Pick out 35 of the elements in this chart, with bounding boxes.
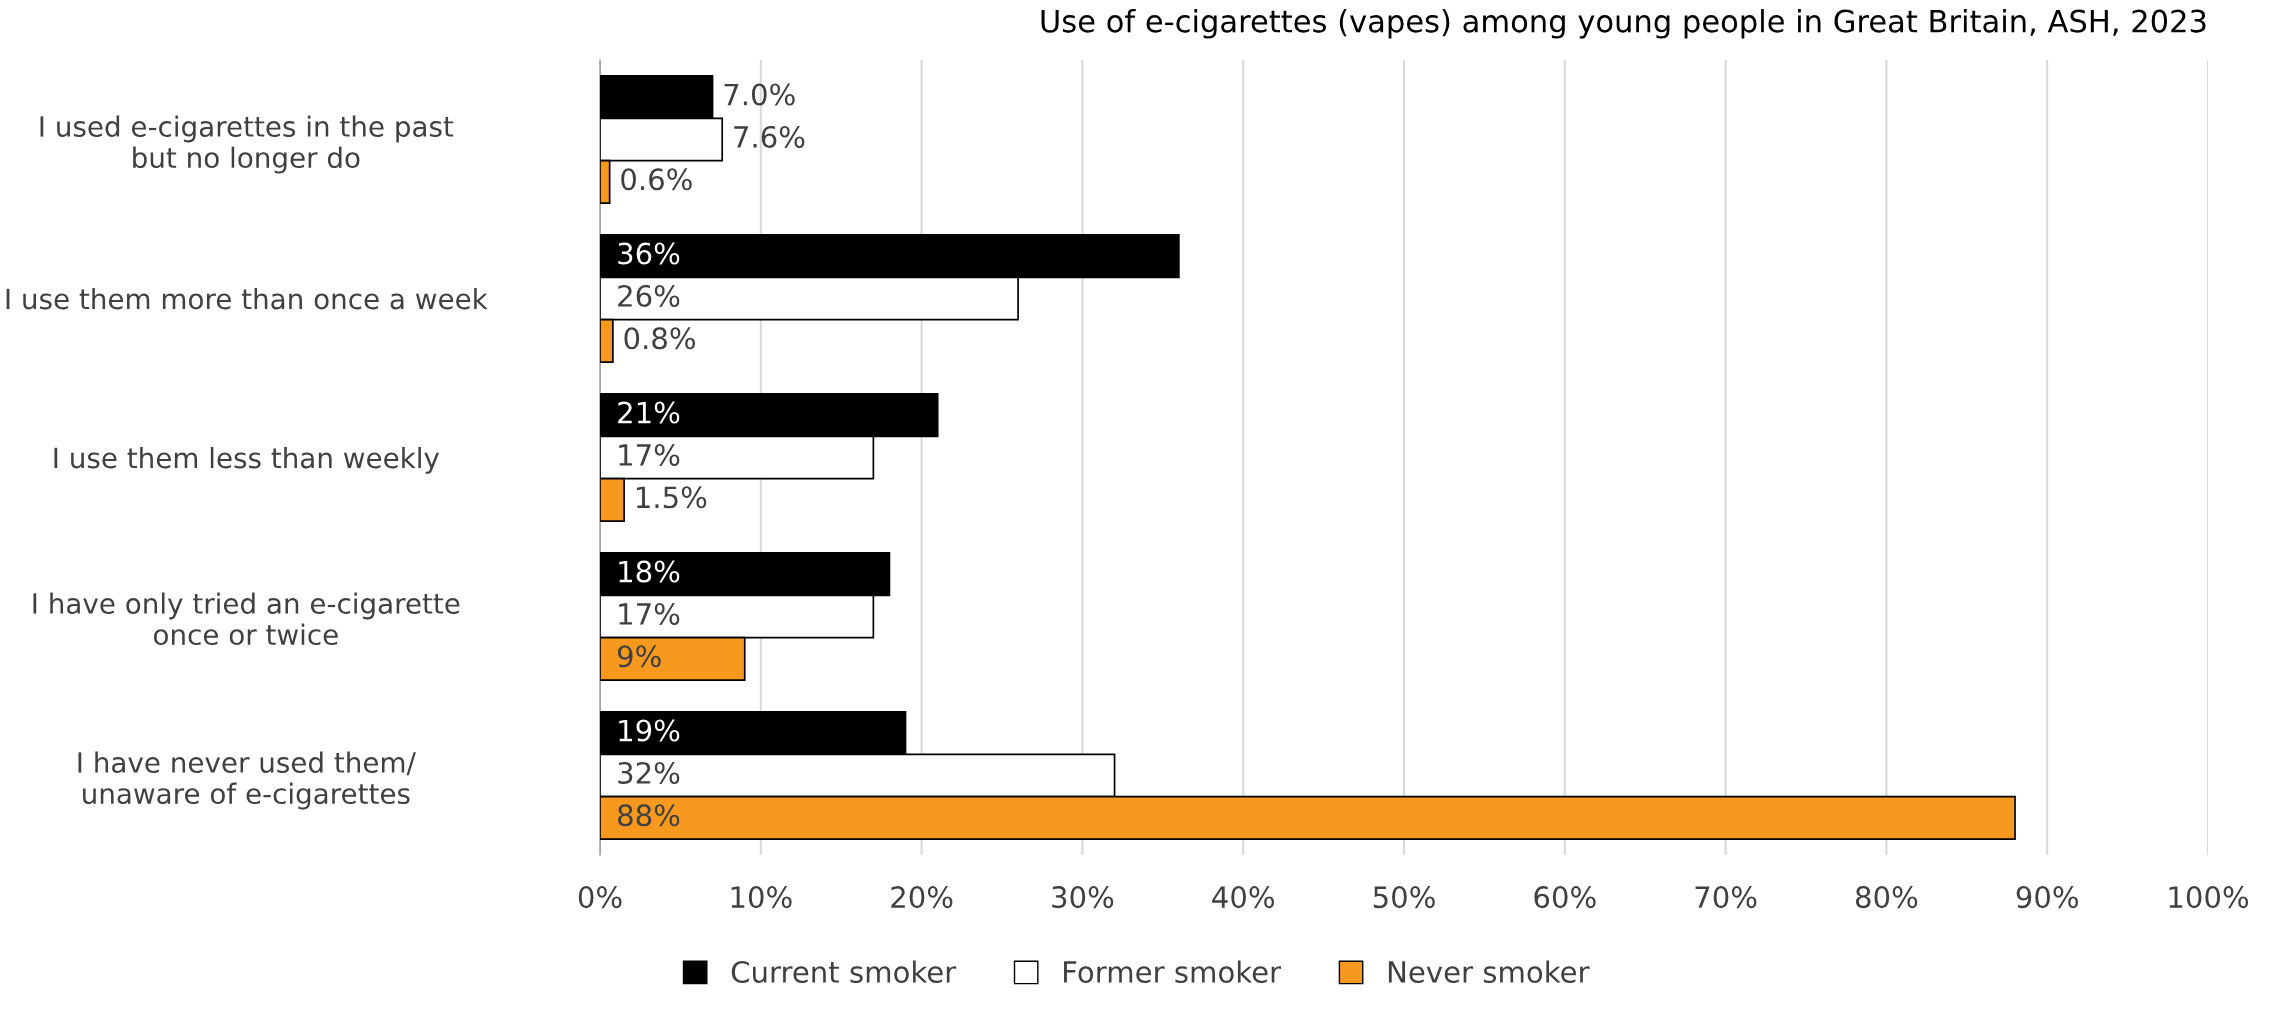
data-label: 26% <box>618 284 680 307</box>
x-tick-label: 40% <box>1212 886 1274 909</box>
x-tick-label: 100% <box>2169 886 2249 909</box>
x-tick-label: 0% <box>578 886 622 909</box>
data-label: 36% <box>618 242 680 265</box>
y-tick-label: I have never used them/ unaware of e-cigarettes <box>78 751 416 810</box>
x-tick-label: 20% <box>891 886 953 909</box>
data-label: 18% <box>619 560 680 583</box>
data-label: 1.5% <box>636 486 707 509</box>
y-tick-label: I used e-cigarettes in the past but no longer do <box>40 115 454 174</box>
x-tick-label: 30% <box>1052 886 1114 909</box>
data-label: 17% <box>619 443 680 466</box>
data-label: 32% <box>618 761 680 784</box>
x-tick-label: 90% <box>2016 886 2078 909</box>
x-tick-label: 10% <box>731 886 792 909</box>
legend-label: Former smoker <box>1064 960 1282 983</box>
data-label: 0.6% <box>621 168 692 191</box>
data-label: 7.6% <box>734 125 805 148</box>
legend-label: Current smoker <box>731 960 957 983</box>
chart-title: Use of e-cigarettes (vapes) among young people in Great Britain, ASH, 2023 <box>1041 9 2206 39</box>
data-label: 0.8% <box>624 327 695 350</box>
data-label: 21% <box>618 401 680 424</box>
y-tick-label: I use them less than weekly <box>54 446 440 474</box>
x-tick-label: 70% <box>1695 886 1757 909</box>
x-tick-label: 60% <box>1534 886 1596 909</box>
y-tick-label: I have only tried an e-cigarette once or twice <box>33 592 460 646</box>
x-tick-label: 50% <box>1373 886 1435 909</box>
y-tick-label: I use them more than once a week <box>6 287 488 310</box>
data-label: 88% <box>618 804 680 827</box>
data-label: 9% <box>617 645 661 668</box>
data-label: 17% <box>619 602 680 625</box>
legend-label: Never smoker <box>1388 960 1590 983</box>
data-label: 7.0% <box>724 83 795 106</box>
data-label: 19% <box>619 719 680 742</box>
x-tick-label: 80% <box>1855 886 1918 909</box>
